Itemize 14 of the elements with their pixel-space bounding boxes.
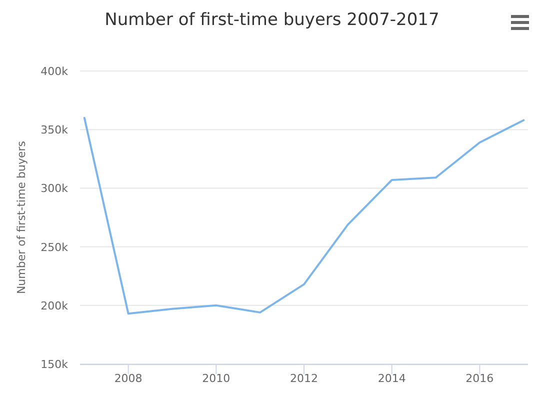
line-series: [83, 116, 525, 315]
x-tick-label: 2016: [466, 372, 494, 385]
y-tick-label: 150k: [40, 358, 69, 371]
y-tick-label: 400k: [40, 65, 69, 78]
y-tick-label: 350k: [40, 124, 69, 137]
x-tick-label: 2010: [202, 372, 230, 385]
y-axis-title: Number of first-time buyers: [15, 140, 28, 294]
y-tick-label: 200k: [40, 299, 69, 312]
y-tick-label: 300k: [40, 182, 69, 196]
x-tick-label: 2008: [114, 372, 142, 385]
x-tick-label: 2014: [378, 372, 406, 385]
x-tick-label: 2012: [290, 372, 318, 385]
y-tick-label: 250k: [40, 240, 69, 254]
chart-title: Number of first-time buyers 2007-2017: [104, 10, 440, 30]
